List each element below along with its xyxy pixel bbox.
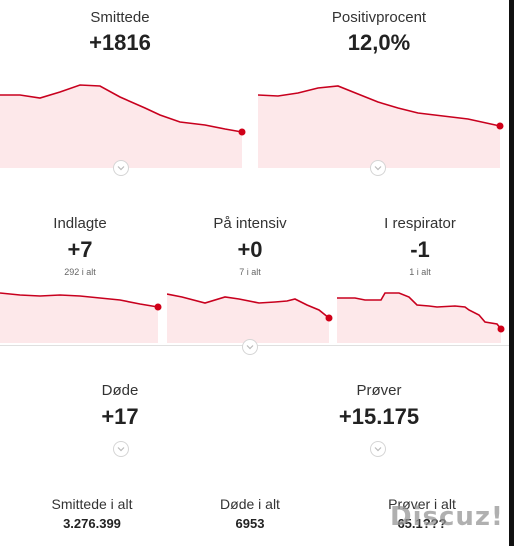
stat-label-doede: Døde bbox=[101, 382, 139, 399]
stat-sub-indlagte: 292 i alt bbox=[64, 267, 96, 277]
sparkline-line bbox=[0, 292, 159, 308]
total-label-doede: Døde i alt bbox=[220, 496, 280, 512]
expand-doede-button[interactable] bbox=[113, 441, 129, 457]
expand-hospital-button[interactable] bbox=[242, 339, 258, 355]
sparkline-endpoint bbox=[497, 325, 505, 333]
stat-label-paa-intensiv: På intensiv bbox=[213, 215, 287, 232]
sparkline-area bbox=[258, 86, 500, 168]
stat-value-indlagte: +7 bbox=[67, 237, 93, 262]
sparkline-line bbox=[0, 84, 243, 133]
stat-label-indlagte: Indlagte bbox=[53, 215, 107, 232]
stat-label-smittede: Smittede bbox=[90, 9, 150, 26]
sparkline-endpoint bbox=[238, 128, 246, 136]
window-edge bbox=[509, 0, 514, 546]
stat-value-smittede: +1816 bbox=[89, 30, 151, 55]
sparkline-i-respirator bbox=[337, 292, 505, 343]
chevron-down-icon bbox=[374, 447, 382, 452]
chevron-down-icon bbox=[246, 345, 254, 350]
sparkline-endpoint bbox=[325, 314, 333, 322]
watermark-logo: Discuz! bbox=[390, 502, 504, 532]
chevron-down-icon bbox=[374, 166, 382, 171]
total-value-smittede: 3.276.399 bbox=[63, 516, 121, 531]
expand-smittede-button[interactable] bbox=[113, 160, 129, 176]
sparkline-indlagte bbox=[0, 292, 162, 343]
total-label-proever: Prøver i alt bbox=[388, 496, 456, 512]
chevron-down-icon bbox=[117, 447, 125, 452]
sparkline-positivprocent bbox=[258, 85, 504, 168]
total-value-doede: 6953 bbox=[235, 516, 265, 531]
chevron-down-icon bbox=[117, 166, 125, 171]
stat-label-proever: Prøver bbox=[356, 382, 402, 399]
stat-value-positivprocent: 12,0% bbox=[347, 30, 411, 55]
stat-value-paa-intensiv: +0 bbox=[237, 237, 263, 262]
stat-value-proever: +15.175 bbox=[338, 404, 420, 429]
expand-proever-button[interactable] bbox=[370, 441, 386, 457]
stat-label-i-respirator: I respirator bbox=[384, 215, 456, 232]
expand-positivprocent-button[interactable] bbox=[370, 160, 386, 176]
sparkline-smittede bbox=[0, 84, 246, 168]
sparkline-endpoint bbox=[496, 122, 504, 130]
sparkline-area bbox=[337, 293, 501, 343]
sparkline-area bbox=[0, 293, 158, 343]
stat-sub-i-respirator: 1 i alt bbox=[409, 267, 431, 277]
sparkline-area bbox=[0, 85, 242, 168]
sparkline-line bbox=[337, 292, 502, 330]
sparkline-line bbox=[258, 85, 501, 127]
sparkline-area bbox=[167, 294, 329, 343]
stat-value-i-respirator: -1 bbox=[410, 237, 430, 262]
stat-value-doede: +17 bbox=[101, 404, 139, 429]
sparkline-endpoint bbox=[154, 303, 162, 311]
sparkline-line bbox=[167, 293, 330, 319]
sparkline-paa-intensiv bbox=[167, 293, 333, 343]
total-value-proever: 65.1??? bbox=[397, 516, 447, 531]
stat-sub-paa-intensiv: 7 i alt bbox=[239, 267, 261, 277]
stat-label-positivprocent: Positivprocent bbox=[331, 9, 427, 26]
total-label-smittede: Smittede i alt bbox=[51, 496, 133, 512]
